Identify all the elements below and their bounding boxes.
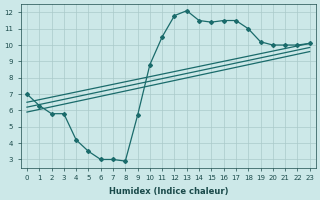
X-axis label: Humidex (Indice chaleur): Humidex (Indice chaleur) xyxy=(108,187,228,196)
